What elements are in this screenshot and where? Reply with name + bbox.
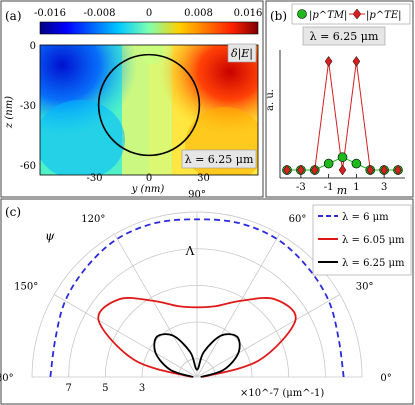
tm-point [323, 158, 334, 169]
field-label-box [227, 43, 257, 63]
colorbar-tick-label: -0.016 [34, 8, 66, 19]
panel-b-label: (b) [270, 9, 287, 23]
te-point [394, 164, 402, 176]
panel-b-ylabel: a. u. [265, 89, 276, 111]
te-point [380, 164, 388, 176]
lambda-label-b: λ = 6.25 μm [310, 30, 379, 43]
psi-label: ψ [45, 229, 55, 243]
legend-tm-marker [297, 9, 307, 19]
panel-b-plot: -3 -1 1 3 [282, 55, 403, 193]
panel-a: (a) -0.016 -0.008 0 0.008 0.016 δ|E| λ = 6.2… [0, 0, 264, 198]
angle-tick-label: 90° [188, 190, 206, 201]
panel-a-ytick: 0 [30, 41, 36, 52]
colorbar [39, 21, 259, 35]
te-point [352, 55, 361, 67]
panel-a-xtick: 30 [197, 173, 210, 184]
tm-point [351, 158, 362, 169]
heatmap-frame [39, 44, 259, 176]
lambda-box-b [302, 26, 386, 46]
radial-unit-label: ×10^-7 (μm^-1) [240, 388, 324, 399]
panel-b: (b) |p^TM| |p^TE| λ = 6.25 μm -3 -1 1 3 a. … [265, 0, 414, 198]
panel-a-label: (a) [5, 9, 22, 23]
radial-tick-label: 7 [65, 383, 71, 394]
legend-625-label: λ = 6.25 μm [342, 258, 405, 269]
radial-tick-label: 5 [102, 383, 108, 394]
colorbar-tick-label: -0.008 [83, 8, 115, 19]
te-point [366, 164, 375, 176]
panel-a-ytick: -60 [20, 161, 36, 172]
polar-grid: 0° 30° 60° 90° 120° 150° 180° 3 5 7 [0, 190, 392, 394]
radial-tick-label: 3 [139, 383, 145, 394]
panel-a-xtick: -30 [86, 173, 102, 184]
panel-a-axis-ticks: -30 0 30 0 -30 -60 [20, 41, 210, 184]
polar-spoke [53, 294, 198, 378]
polar-series-0 [49, 218, 345, 378]
panel-a-ytick: -30 [20, 101, 36, 112]
angle-tick-label: 60° [289, 214, 307, 225]
te-point [324, 55, 333, 67]
panel-b-xtick: 1 [353, 182, 359, 193]
polar-series-2 [153, 333, 241, 378]
nanoparticle-circle [97, 53, 201, 157]
legend-605-label: λ = 6.05 μm [342, 235, 405, 246]
legend-6-label: λ = 6 μm [342, 212, 389, 223]
lambda-symbol: Λ [185, 244, 195, 258]
polar-spoke [196, 294, 341, 378]
polar-spoke [196, 233, 280, 378]
angle-tick-label: 0° [380, 373, 391, 384]
angle-tick-label: 180° [0, 373, 14, 384]
panel-b-xtick: -1 [324, 182, 334, 193]
panel-a-xlabel: y (nm) [131, 184, 165, 195]
panel-a-xtick: 0 [146, 173, 152, 184]
panel-b-xtick: -3 [296, 182, 306, 193]
legend-tm-label: |p^TM| [309, 10, 347, 21]
te-point [338, 164, 347, 176]
angle-tick-label: 150° [14, 281, 38, 292]
lambda-box-a [181, 149, 257, 169]
colorbar-ticks: -0.016 -0.008 0 0.008 0.016 [34, 8, 262, 19]
legend-te-label: |p^TE| [366, 10, 402, 21]
colorbar-tick-label: 0.008 [184, 8, 213, 19]
te-point [310, 164, 319, 176]
polar-series-1 [97, 297, 297, 378]
colorbar-tick-label: 0.016 [234, 8, 263, 19]
panel-b-xlabel: m [337, 184, 347, 197]
panel-c-frame [0, 198, 414, 405]
tm-point [337, 152, 348, 163]
lambda-label-a: λ = 6.25 μm [185, 153, 254, 166]
panel-c: (c) 0° 30° 60° 90° 120° 150° 180° 3 5 7 ψ Λ ×10^-… [0, 190, 414, 405]
te-point [283, 164, 291, 176]
polar-spoke [114, 233, 198, 378]
polar-curves [49, 218, 345, 378]
angle-tick-label: 120° [81, 214, 105, 225]
panel-a-frame [0, 0, 264, 198]
panel-b-xtick: 3 [381, 182, 387, 193]
angle-tick-label: 30° [356, 281, 374, 292]
panel-c-label: (c) [5, 205, 21, 219]
panel-b-frame [265, 0, 414, 198]
panel-a-ylabel: z (nm) [4, 96, 15, 129]
te-point [297, 164, 305, 176]
colorbar-tick-label: 0 [146, 8, 152, 19]
field-label: δ|E| [231, 47, 253, 61]
